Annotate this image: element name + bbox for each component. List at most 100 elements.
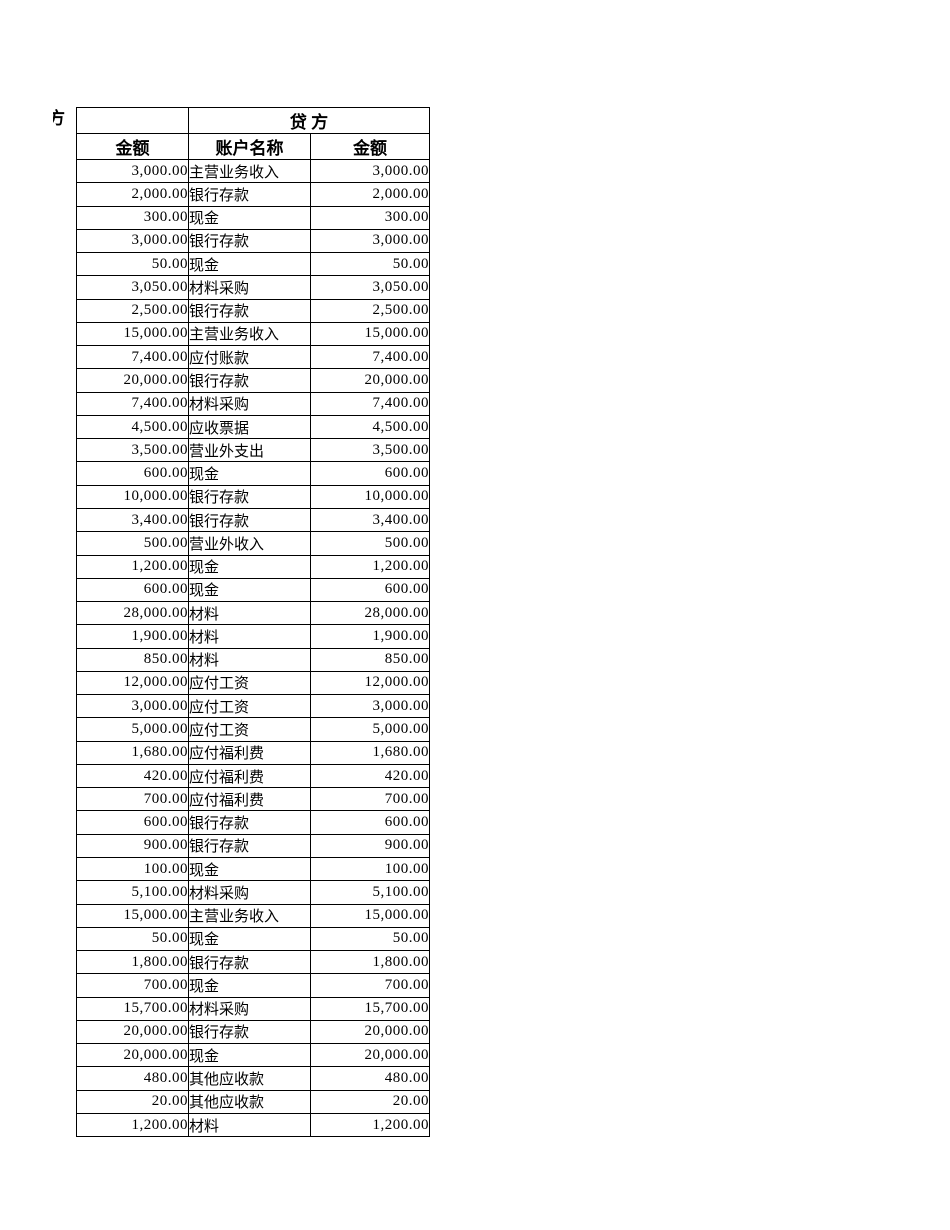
account-name-cell[interactable]: 现金 <box>188 461 311 486</box>
debit-amount-cell[interactable]: 100.00 <box>76 856 189 882</box>
credit-amount-cell[interactable]: 12,000.00 <box>310 670 430 696</box>
debit-amount-cell[interactable]: 20,000.00 <box>76 1043 189 1068</box>
debit-amount-cell[interactable]: 2,000.00 <box>76 182 189 207</box>
account-name-cell[interactable]: 银行存款 <box>188 1019 311 1045</box>
col-header-debit-amount[interactable]: 金额 <box>76 133 189 160</box>
credit-amount-cell[interactable]: 3,050.00 <box>310 275 430 300</box>
debit-amount-cell[interactable]: 7,400.00 <box>76 345 189 370</box>
credit-amount-cell[interactable]: 1,800.00 <box>310 950 430 975</box>
account-name-cell[interactable]: 现金 <box>188 926 311 952</box>
debit-amount-cell[interactable]: 3,400.00 <box>76 507 189 533</box>
credit-amount-cell[interactable]: 1,200.00 <box>310 1112 430 1138</box>
debit-amount-cell[interactable]: 50.00 <box>76 252 189 277</box>
account-name-cell[interactable]: 其他应收款 <box>188 1089 311 1114</box>
account-name-cell[interactable]: 应付账款 <box>188 345 311 370</box>
debit-amount-cell[interactable]: 20,000.00 <box>76 1019 189 1045</box>
account-name-cell[interactable]: 材料 <box>188 1112 311 1138</box>
credit-amount-cell[interactable]: 2,500.00 <box>310 298 430 323</box>
debit-amount-cell[interactable]: 10,000.00 <box>76 484 189 509</box>
credit-amount-cell[interactable]: 5,000.00 <box>310 717 430 742</box>
account-name-cell[interactable]: 材料采购 <box>188 275 311 300</box>
debit-amount-cell[interactable]: 500.00 <box>76 531 189 556</box>
account-name-cell[interactable]: 材料采购 <box>188 391 311 416</box>
credit-amount-cell[interactable]: 600.00 <box>310 461 430 486</box>
account-name-cell[interactable]: 银行存款 <box>188 182 311 207</box>
account-name-cell[interactable]: 现金 <box>188 1043 311 1068</box>
debit-amount-cell[interactable]: 700.00 <box>76 973 189 998</box>
account-name-cell[interactable]: 材料采购 <box>188 996 311 1021</box>
credit-amount-cell[interactable]: 480.00 <box>310 1066 430 1091</box>
account-name-cell[interactable]: 银行存款 <box>188 484 311 509</box>
debit-amount-cell[interactable]: 1,900.00 <box>76 624 189 649</box>
credit-amount-cell[interactable]: 20,000.00 <box>310 1019 430 1045</box>
debit-amount-cell[interactable]: 15,700.00 <box>76 996 189 1021</box>
debit-amount-cell[interactable]: 3,500.00 <box>76 438 189 463</box>
debit-amount-cell[interactable]: 50.00 <box>76 926 189 952</box>
credit-amount-cell[interactable]: 7,400.00 <box>310 345 430 370</box>
account-name-cell[interactable]: 银行存款 <box>188 810 311 835</box>
credit-amount-cell[interactable]: 15,000.00 <box>310 321 430 347</box>
account-name-cell[interactable]: 银行存款 <box>188 228 311 254</box>
credit-amount-cell[interactable]: 3,000.00 <box>310 158 430 184</box>
debit-amount-cell[interactable]: 28,000.00 <box>76 601 189 626</box>
credit-amount-cell[interactable]: 600.00 <box>310 577 430 603</box>
debit-amount-cell[interactable]: 420.00 <box>76 763 189 789</box>
account-name-cell[interactable]: 应付工资 <box>188 670 311 696</box>
credit-amount-cell[interactable]: 850.00 <box>310 647 430 672</box>
credit-amount-cell[interactable]: 1,900.00 <box>310 624 430 649</box>
credit-amount-cell[interactable]: 300.00 <box>310 205 430 230</box>
col-header-account-name[interactable]: 账户名称 <box>188 133 311 160</box>
account-name-cell[interactable]: 材料 <box>188 601 311 626</box>
credit-amount-cell[interactable]: 3,000.00 <box>310 694 430 719</box>
account-name-cell[interactable]: 银行存款 <box>188 833 311 858</box>
account-name-cell[interactable]: 银行存款 <box>188 298 311 323</box>
account-name-cell[interactable]: 材料采购 <box>188 880 311 905</box>
credit-amount-cell[interactable]: 1,680.00 <box>310 740 430 765</box>
credit-amount-cell[interactable]: 20,000.00 <box>310 368 430 393</box>
account-name-cell[interactable]: 应付福利费 <box>188 787 311 812</box>
account-name-cell[interactable]: 主营业务收入 <box>188 903 311 928</box>
col-header-credit-amount[interactable]: 金额 <box>310 133 430 160</box>
account-name-cell[interactable]: 应收票据 <box>188 414 311 440</box>
credit-amount-cell[interactable]: 15,700.00 <box>310 996 430 1021</box>
account-name-cell[interactable]: 现金 <box>188 973 311 998</box>
debit-amount-cell[interactable]: 20.00 <box>76 1089 189 1114</box>
credit-amount-cell[interactable]: 1,200.00 <box>310 554 430 579</box>
debit-amount-cell[interactable]: 2,500.00 <box>76 298 189 323</box>
credit-amount-cell[interactable]: 700.00 <box>310 973 430 998</box>
debit-amount-cell[interactable]: 3,000.00 <box>76 228 189 254</box>
debit-amount-cell[interactable]: 900.00 <box>76 833 189 858</box>
account-name-cell[interactable]: 主营业务收入 <box>188 158 311 184</box>
credit-amount-cell[interactable]: 2,000.00 <box>310 182 430 207</box>
account-name-cell[interactable]: 应付工资 <box>188 694 311 719</box>
account-name-cell[interactable]: 银行存款 <box>188 950 311 975</box>
debit-amount-cell[interactable]: 20,000.00 <box>76 368 189 393</box>
credit-amount-cell[interactable]: 4,500.00 <box>310 414 430 440</box>
account-name-cell[interactable]: 主营业务收入 <box>188 321 311 347</box>
debit-amount-cell[interactable]: 3,000.00 <box>76 694 189 719</box>
account-name-cell[interactable]: 银行存款 <box>188 507 311 533</box>
account-name-cell[interactable]: 营业外支出 <box>188 438 311 463</box>
account-name-cell[interactable]: 现金 <box>188 856 311 882</box>
account-name-cell[interactable]: 应付福利费 <box>188 763 311 789</box>
account-name-cell[interactable]: 材料 <box>188 647 311 672</box>
debit-amount-cell[interactable]: 600.00 <box>76 461 189 486</box>
credit-amount-cell[interactable]: 100.00 <box>310 856 430 882</box>
debit-amount-cell[interactable]: 600.00 <box>76 810 189 835</box>
credit-amount-cell[interactable]: 420.00 <box>310 763 430 789</box>
account-name-cell[interactable]: 现金 <box>188 205 311 230</box>
debit-amount-cell[interactable]: 1,200.00 <box>76 554 189 579</box>
credit-amount-cell[interactable]: 50.00 <box>310 926 430 952</box>
debit-amount-cell[interactable]: 480.00 <box>76 1066 189 1091</box>
credit-section-header-cell[interactable]: 贷 方 <box>188 107 430 134</box>
credit-amount-cell[interactable]: 15,000.00 <box>310 903 430 928</box>
debit-amount-cell[interactable]: 1,680.00 <box>76 740 189 765</box>
credit-amount-cell[interactable]: 20,000.00 <box>310 1043 430 1068</box>
account-name-cell[interactable]: 应付福利费 <box>188 740 311 765</box>
credit-amount-cell[interactable]: 500.00 <box>310 531 430 556</box>
credit-amount-cell[interactable]: 600.00 <box>310 810 430 835</box>
account-name-cell[interactable]: 现金 <box>188 577 311 603</box>
debit-section-header-cell[interactable] <box>76 107 189 134</box>
credit-amount-cell[interactable]: 7,400.00 <box>310 391 430 416</box>
debit-amount-cell[interactable]: 12,000.00 <box>76 670 189 696</box>
